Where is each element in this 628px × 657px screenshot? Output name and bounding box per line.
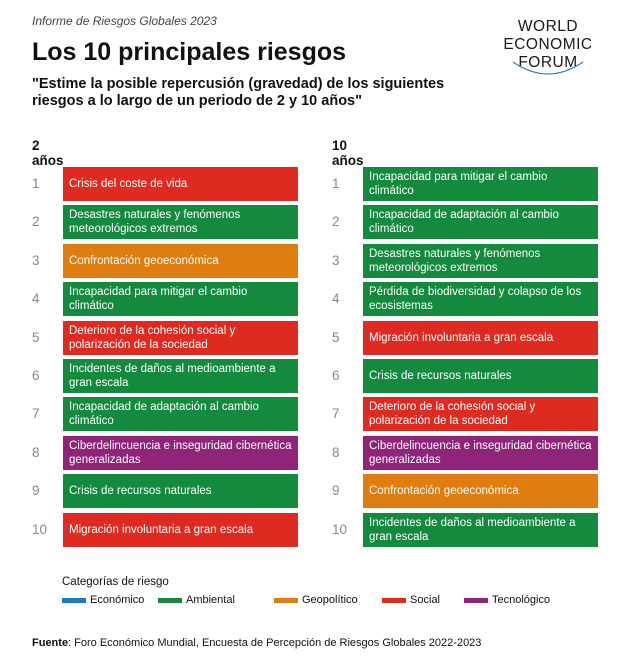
legend-swatch <box>274 598 298 603</box>
risk-box: Ciberdelincuencia e inseguridad cibernét… <box>63 436 298 470</box>
risk-box: Crisis del coste de vida <box>63 167 298 201</box>
risk-box: Deterioro de la cohesión social y polari… <box>63 321 298 355</box>
risk-row: 8 Ciberdelincuencia e inseguridad ciberné… <box>32 436 302 470</box>
risk-rank: 10 <box>32 522 48 537</box>
legend-label: Tecnológico <box>492 594 551 606</box>
risk-row: 6 Crisis de recursos naturales <box>332 359 602 393</box>
risk-rank: 7 <box>332 406 340 421</box>
risk-rank: 10 <box>332 522 348 537</box>
risk-box: Incapacidad para mitigar el cambio climá… <box>63 282 298 316</box>
risk-row: 2 Desastres naturales y fenómenos meteoro… <box>32 205 302 239</box>
risk-row: 10 Incidentes de daños al medioambiente a… <box>332 513 602 547</box>
risk-rank: 6 <box>32 368 40 383</box>
risk-rank: 1 <box>332 176 340 191</box>
risk-box: Incapacidad de adaptación al cambio clim… <box>63 397 298 431</box>
column-heading: 10 años <box>332 138 364 168</box>
risk-row: 4 Incapacidad para mitigar el cambio clim… <box>32 282 302 316</box>
risk-rank: 4 <box>332 291 340 306</box>
risk-rank: 3 <box>32 253 40 268</box>
risk-rank: 8 <box>32 445 40 460</box>
logo-line-3: FORUM <box>518 54 577 71</box>
risk-row: 3 Confrontación geoeconómica <box>32 244 302 278</box>
risk-row: 9 Crisis de recursos naturales <box>32 474 302 508</box>
risk-rank: 5 <box>332 330 340 345</box>
risk-row: 6 Incidentes de daños al medioambiente a … <box>32 359 302 393</box>
risk-row: 9 Confrontación geoeconómica <box>332 474 602 508</box>
risk-row: 2 Incapacidad de adaptación al cambio cli… <box>332 205 602 239</box>
legend-swatch <box>464 598 488 603</box>
risk-row: 8 Ciberdelincuencia e inseguridad ciberné… <box>332 436 602 470</box>
risk-box: Incapacidad de adaptación al cambio clim… <box>363 205 598 239</box>
risk-row: 1 Incapacidad para mitigar el cambio clim… <box>332 167 602 201</box>
risk-rank: 5 <box>32 330 40 345</box>
legend-label: Económico <box>90 594 145 606</box>
logo-line-1: WORLD <box>518 18 578 35</box>
source-text: : Foro Económico Mundial, Encuesta de Pe… <box>68 637 482 649</box>
risk-box: Crisis de recursos naturales <box>63 474 298 508</box>
report-name: Informe de Riesgos Globales 2023 <box>32 14 217 28</box>
risk-rank: 9 <box>32 483 40 498</box>
risk-rank: 4 <box>32 291 40 306</box>
risk-box: Incidentes de daños al medioambiente a g… <box>63 359 298 393</box>
risk-row: 3 Desastres naturales y fenómenos meteoro… <box>332 244 602 278</box>
risk-box: Incapacidad para mitigar el cambio climá… <box>363 167 598 201</box>
page-title: Los 10 principales riesgos <box>32 38 347 66</box>
risk-row: 4 Pérdida de biodiversidad y colapso de l… <box>332 282 602 316</box>
risk-box: Deterioro de la cohesión social y polari… <box>363 397 598 431</box>
risk-box: Ciberdelincuencia e inseguridad cibernét… <box>363 436 598 470</box>
risk-row: 5 Migración involuntaria a gran escala <box>332 321 602 355</box>
risk-box: Migración involuntaria a gran escala <box>63 513 298 547</box>
risk-row: 7 Deterioro de la cohesión social y polar… <box>332 397 602 431</box>
legend-swatch <box>62 598 86 603</box>
risk-box: Migración involuntaria a gran escala <box>363 321 598 355</box>
risk-box: Desastres naturales y fenómenos meteorol… <box>63 205 298 239</box>
logo-arc <box>512 61 584 75</box>
risk-rank: 2 <box>332 214 340 229</box>
risk-row: 5 Deterioro de la cohesión social y polar… <box>32 321 302 355</box>
risk-box: Pérdida de biodiversidad y colapso de lo… <box>363 282 598 316</box>
legend-swatch <box>382 598 406 603</box>
risk-row: 10 Migración involuntaria a gran escala <box>32 513 302 547</box>
legend-title: Categorías de riesgo <box>62 576 169 588</box>
risk-box: Crisis de recursos naturales <box>363 359 598 393</box>
risk-box: Confrontación geoeconómica <box>63 244 298 278</box>
risk-rank: 6 <box>332 368 340 383</box>
risk-rank: 7 <box>32 406 40 421</box>
risk-rank: 1 <box>32 176 40 191</box>
risk-box: Desastres naturales y fenómenos meteorol… <box>363 244 598 278</box>
legend-swatch <box>158 598 182 603</box>
risk-box: Confrontación geoeconómica <box>363 474 598 508</box>
risk-box: Incidentes de daños al medioambiente a g… <box>363 513 598 547</box>
risk-row: 1 Crisis del coste de vida <box>32 167 302 201</box>
source-note: Fuente: Foro Económico Mundial, Encuesta… <box>32 637 481 649</box>
risk-rank: 2 <box>32 214 40 229</box>
legend-label: Social <box>410 594 440 606</box>
wef-logo: WORLD ECONOMIC FORUM <box>503 18 592 75</box>
column-heading: 2 años <box>32 138 64 168</box>
risk-rank: 3 <box>332 253 340 268</box>
risk-row: 7 Incapacidad de adaptación al cambio cli… <box>32 397 302 431</box>
legend-label: Geopolítico <box>302 594 358 606</box>
page-subtitle: "Estime la posible repercusión (gravedad… <box>32 76 445 109</box>
risk-rank: 9 <box>332 483 340 498</box>
logo-line-2: ECONOMIC <box>503 36 592 53</box>
legend-label: Ambiental <box>186 594 235 606</box>
risk-rank: 8 <box>332 445 340 460</box>
source-label: Fuente <box>32 637 69 649</box>
